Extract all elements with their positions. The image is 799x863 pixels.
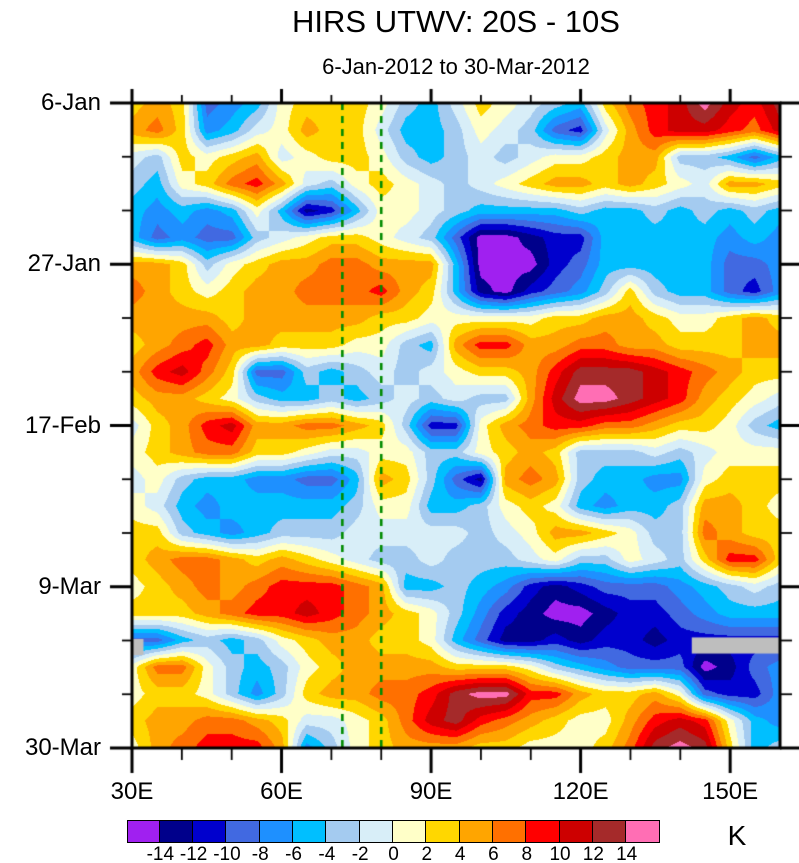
colorbar-cell [458, 820, 494, 843]
x-tick-label: 60E [260, 778, 303, 805]
chart-subtitle: 6-Jan-2012 to 30-Mar-2012 [322, 54, 590, 79]
colorbar-tick-label: -4 [318, 844, 336, 863]
colorbar-cell [392, 820, 427, 843]
colorbar-tick-label: 14 [616, 844, 638, 863]
colorbar-cell [491, 820, 527, 843]
colorbar-tick-label: 10 [549, 844, 571, 863]
colorbar-tick-label: -6 [285, 844, 303, 863]
colorbar-tick-label: 6 [488, 844, 499, 863]
chart-title: HIRS UTWV: 20S - 10S [292, 4, 620, 39]
y-tick-label: 6-Jan [40, 89, 101, 116]
colorbar-cell [292, 820, 327, 843]
colorbar-cell [258, 820, 294, 843]
colorbar-cell [225, 820, 261, 843]
y-tick-label: 17-Feb [24, 411, 101, 439]
x-tick-label: 120E [552, 778, 609, 805]
colorbar-tick-label: -8 [251, 844, 269, 863]
colorbar-tick-label: 12 [582, 844, 604, 863]
colorbar-cell [525, 820, 561, 843]
colorbar-tick-label: 8 [521, 844, 533, 863]
y-tick-label: 27-Jan [27, 250, 101, 278]
colorbar-cell [425, 820, 461, 843]
colorbar [127, 820, 660, 843]
colorbar-cell [192, 820, 227, 843]
colorbar-tick-label: -10 [213, 844, 241, 863]
x-tick-label: 90E [409, 778, 453, 805]
colorbar-cell [158, 820, 194, 843]
y-tick-label: 9-Mar [38, 572, 101, 600]
x-tick-label: 150E [702, 778, 759, 805]
colorbar-tick-label: -12 [179, 844, 208, 863]
colorbar-cell [625, 820, 660, 843]
colorbar-cell [558, 820, 594, 843]
colorbar-tick-label: 0 [388, 844, 399, 863]
colorbar-cell [591, 820, 627, 843]
colorbar-tick-label: 4 [454, 844, 466, 863]
colorbar-tick-label: -14 [146, 844, 175, 863]
colorbar-cell [127, 820, 161, 843]
colorbar-unit-label: K [727, 820, 747, 851]
colorbar-tick-label: 2 [421, 844, 433, 863]
colorbar-cell [325, 820, 361, 843]
y-tick-label: 30-Mar [24, 734, 101, 761]
colorbar-tick-label: -2 [351, 844, 369, 863]
colorbar-cell [358, 820, 394, 843]
x-tick-label: 30E [110, 778, 154, 805]
